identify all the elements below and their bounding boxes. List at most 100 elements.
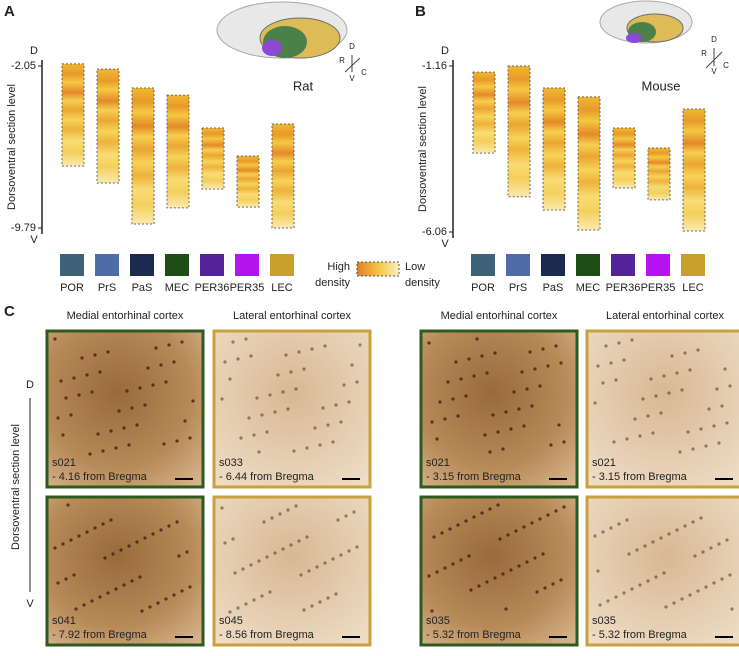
orientation: R	[339, 56, 345, 65]
cell	[302, 367, 306, 371]
cell	[667, 391, 671, 395]
range-bar	[682, 108, 706, 232]
cell	[675, 528, 679, 532]
axis-bottom: V	[30, 234, 38, 246]
cell	[670, 354, 674, 358]
cell	[220, 397, 224, 401]
cell	[593, 401, 597, 405]
range-bar	[236, 155, 260, 208]
region-name: PrS	[509, 282, 527, 294]
cell	[454, 360, 458, 364]
cell	[501, 447, 505, 451]
cell	[464, 394, 468, 398]
cell	[82, 603, 86, 607]
cell	[135, 423, 139, 427]
cell	[467, 554, 471, 558]
cell	[69, 413, 73, 417]
cell	[292, 449, 296, 453]
cell	[427, 574, 431, 578]
cell	[323, 344, 327, 348]
cell	[720, 404, 724, 408]
cell	[191, 399, 195, 403]
cell	[630, 338, 634, 342]
cell	[315, 565, 319, 569]
range-bar	[271, 123, 295, 229]
cell	[347, 549, 351, 553]
cell	[257, 559, 261, 563]
cell	[74, 607, 78, 611]
orientation: V	[349, 74, 355, 83]
cell	[347, 400, 351, 404]
axis-label: Dorsoventral section level	[417, 86, 429, 212]
cell	[443, 417, 447, 421]
cell	[164, 380, 168, 384]
cell	[601, 530, 605, 534]
section-level: - 6.44 from Bregma	[219, 471, 315, 483]
cell	[683, 524, 687, 528]
cell	[143, 536, 147, 540]
cell	[185, 550, 189, 554]
cell	[430, 420, 434, 424]
cell	[260, 594, 264, 598]
region-swatch	[165, 254, 189, 276]
cell	[498, 537, 502, 541]
cell	[557, 423, 561, 427]
cell	[331, 557, 335, 561]
cell	[704, 585, 708, 589]
region-name: LEC	[682, 282, 703, 294]
cell	[255, 396, 259, 400]
cell	[675, 371, 679, 375]
cell	[72, 376, 76, 380]
cell	[260, 413, 264, 417]
cell	[551, 582, 555, 586]
section-id: s021	[592, 457, 616, 469]
range-bar	[612, 127, 636, 189]
cell	[562, 505, 566, 509]
cell	[109, 429, 113, 433]
cell	[546, 513, 550, 517]
cell	[517, 564, 521, 568]
cell	[53, 337, 57, 341]
cell	[249, 563, 253, 567]
cell	[654, 575, 658, 579]
section-level: - 3.15 from Bregma	[592, 471, 688, 483]
cell	[183, 419, 187, 423]
cell	[318, 443, 322, 447]
cell	[614, 595, 618, 599]
cell	[127, 443, 131, 447]
region-name: PER36	[606, 282, 641, 294]
cell	[435, 570, 439, 574]
cell	[326, 596, 330, 600]
cell	[336, 518, 340, 522]
range-bar	[131, 87, 155, 225]
cell	[667, 532, 671, 536]
region-name: POR	[471, 282, 495, 294]
cell	[56, 416, 60, 420]
section-id: s021	[426, 457, 450, 469]
legend-high: density	[315, 277, 350, 289]
cell	[294, 387, 298, 391]
region-swatch	[506, 254, 530, 276]
cell	[593, 534, 597, 538]
rat-brain	[216, 1, 361, 73]
column-title: Medial entorhinal cortex	[67, 310, 184, 322]
cell	[459, 377, 463, 381]
cell	[717, 441, 721, 445]
cell	[270, 516, 274, 520]
cell	[106, 350, 110, 354]
cell	[664, 605, 668, 609]
cell	[262, 520, 266, 524]
region-name: LEC	[271, 282, 292, 294]
cell	[646, 414, 650, 418]
region-name: PER35	[641, 282, 676, 294]
section-level: - 4.16 from Bregma	[52, 471, 148, 483]
cell	[504, 410, 508, 414]
cell	[114, 587, 118, 591]
cell	[509, 568, 513, 572]
cell	[475, 337, 479, 341]
range-bar	[577, 96, 601, 231]
section-id: s021	[52, 457, 76, 469]
cell	[180, 589, 184, 593]
cell	[302, 608, 306, 612]
region-name: MEC	[165, 282, 190, 294]
